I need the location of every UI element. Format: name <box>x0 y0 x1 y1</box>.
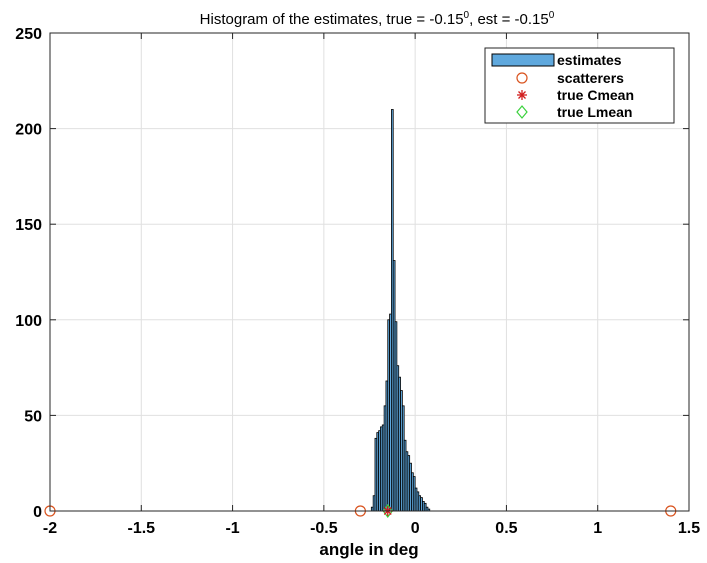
x-tick-label: -1.5 <box>127 520 155 537</box>
y-tick-label: 250 <box>15 26 42 43</box>
legend-cmean-marker <box>517 90 527 100</box>
x-tick-label: 0 <box>411 520 420 537</box>
x-tick-label: -0.5 <box>310 520 338 537</box>
legend-lmean-marker <box>516 105 528 119</box>
legend-scatterers-label: scatterers <box>557 70 624 86</box>
x-tick-label: -2 <box>43 520 57 537</box>
x-tick-label: 0.5 <box>495 520 517 537</box>
axes-box <box>49 32 690 512</box>
legend: estimates scatterers true Cmean true Lme… <box>484 47 675 124</box>
y-tick-label: 0 <box>33 504 42 521</box>
y-tick-label: 100 <box>15 313 42 330</box>
x-tick-label: 1 <box>593 520 602 537</box>
x-tick-label: 1.5 <box>678 520 700 537</box>
legend-estimates-swatch <box>491 53 555 67</box>
histogram-bars <box>370 109 431 512</box>
legend-scatterers-marker <box>516 72 528 84</box>
y-tick-label: 150 <box>15 217 42 234</box>
true-lmean-marker <box>382 504 394 518</box>
x-axis-label: angle in deg <box>319 540 418 559</box>
ticks: -2 -1.5 -1 -0.5 0 0.5 1 1.5 0 50 100 150 200 250 <box>15 26 700 537</box>
legend-cmean-label: true Cmean <box>557 87 634 103</box>
y-tick-label: 50 <box>24 408 42 425</box>
x-tick-label: -1 <box>225 520 239 537</box>
y-tick-label: 200 <box>15 122 42 139</box>
legend-estimates-label: estimates <box>557 52 622 68</box>
chart-title: Histogram of the estimates, true = -0.15… <box>200 10 555 28</box>
legend-lmean-label: true Lmean <box>557 104 632 120</box>
